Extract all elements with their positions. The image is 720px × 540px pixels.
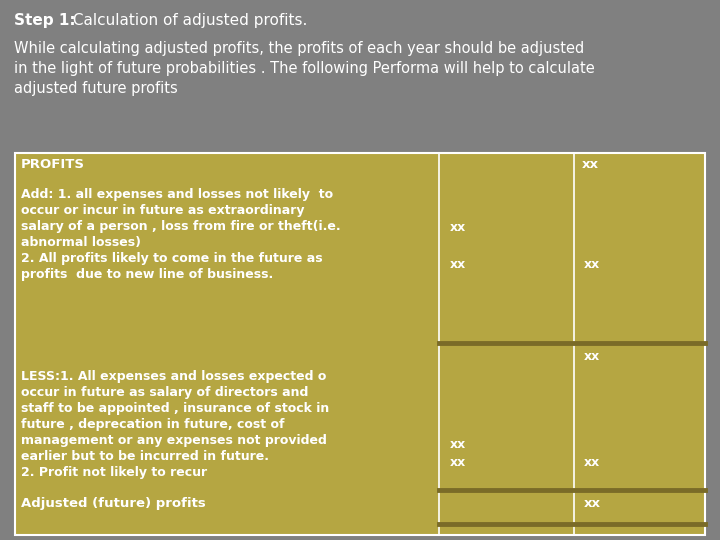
Text: xx: xx (449, 456, 466, 469)
Text: xx: xx (584, 350, 600, 363)
Text: xx: xx (584, 456, 600, 469)
Text: xx: xx (449, 258, 466, 271)
Text: xx: xx (582, 158, 599, 171)
Text: xx: xx (584, 497, 601, 510)
Text: LESS:1. All expenses and losses expected o
occur in future as salary of director: LESS:1. All expenses and losses expected… (21, 370, 329, 479)
Text: While calculating adjusted profits, the profits of each year should be adjusted
: While calculating adjusted profits, the … (14, 40, 595, 96)
Text: xx: xx (449, 438, 466, 451)
Text: Add: 1. all expenses and losses not likely  to
occur or incur in future as extra: Add: 1. all expenses and losses not like… (21, 188, 341, 281)
Text: Calculation of adjusted profits.: Calculation of adjusted profits. (68, 14, 307, 29)
Text: xx: xx (584, 258, 600, 271)
Text: Adjusted (future) profits: Adjusted (future) profits (21, 497, 206, 510)
Text: Step 1:: Step 1: (14, 14, 76, 29)
Text: PROFITS: PROFITS (21, 158, 85, 171)
Text: xx: xx (449, 221, 466, 234)
